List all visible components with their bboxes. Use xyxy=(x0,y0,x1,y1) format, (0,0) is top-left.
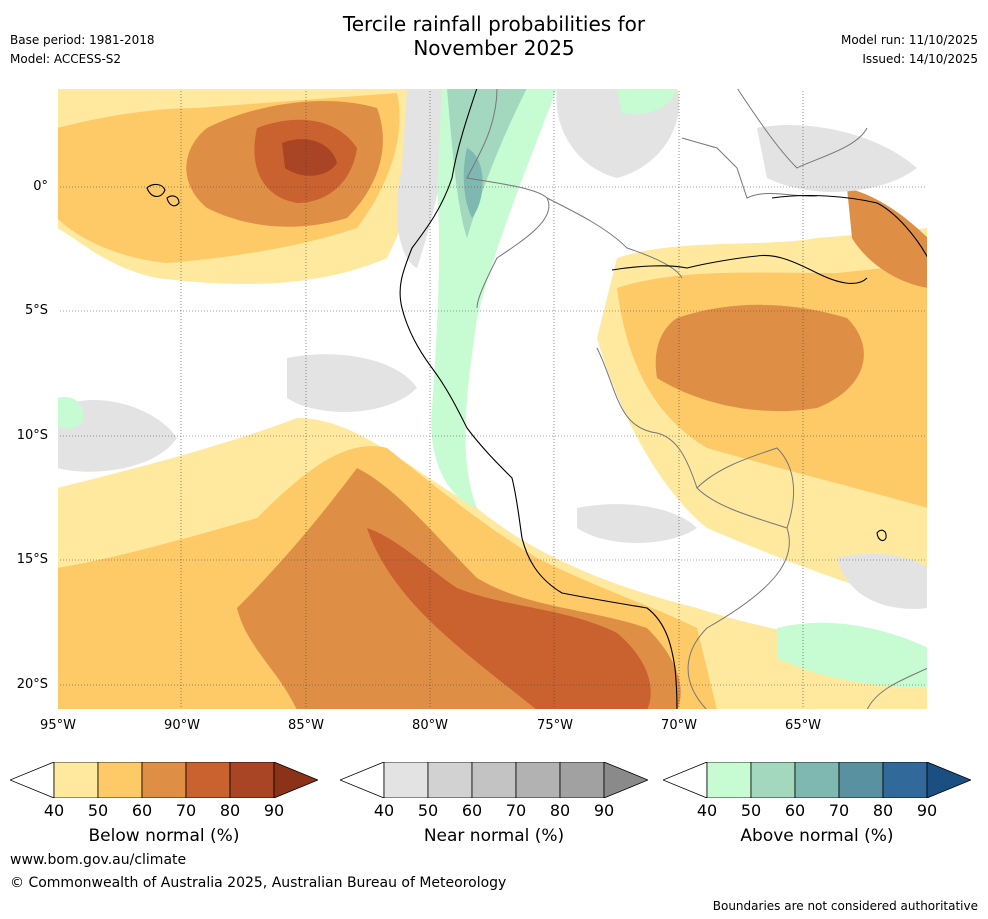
colorbar-segment xyxy=(750,762,796,798)
below-70-east xyxy=(655,304,864,412)
above-tick-50: 50 xyxy=(740,801,762,820)
near-tick-90: 90 xyxy=(593,801,615,820)
page-title: Tercile rainfall probabilities for Novem… xyxy=(0,12,988,60)
copyright-text: © Commonwealth of Australia 2025, Austra… xyxy=(10,875,507,891)
map-canvas xyxy=(57,88,928,710)
colorbar-high-extend xyxy=(603,762,648,798)
lat-label-0: 0° xyxy=(33,179,48,194)
lon-label-65w: 65°W xyxy=(785,718,821,733)
below-tick-40: 40 xyxy=(43,801,65,820)
title-line-1: Tercile rainfall probabilities for xyxy=(342,12,646,36)
graticule xyxy=(57,88,928,710)
colorbar-near-svg xyxy=(340,762,648,798)
colorbar-segment xyxy=(141,762,187,798)
colorbar-segment xyxy=(706,762,752,798)
disclaimer-text: Boundaries are not considered authoritat… xyxy=(712,899,978,913)
issued-text: Issued: 14/10/2025 xyxy=(862,52,978,66)
colorbar-segment xyxy=(53,762,99,798)
below-80-south xyxy=(367,528,651,710)
above-tick-80: 80 xyxy=(872,801,894,820)
colorbar-segment xyxy=(471,762,517,798)
above-tick-70: 70 xyxy=(828,801,850,820)
near-tick-50: 50 xyxy=(417,801,439,820)
lon-label-90w: 90°W xyxy=(164,718,200,733)
colorbar-segment xyxy=(559,762,605,798)
colorbar-above-svg xyxy=(663,762,971,798)
lat-label-15s: 15°S xyxy=(16,552,48,567)
title-line-2: November 2025 xyxy=(413,36,575,60)
colorbar-low-extend xyxy=(663,762,708,798)
above-50-ne xyxy=(617,88,677,115)
colorbar-segment xyxy=(794,762,840,798)
base-period-text: Base period: 1981-2018 xyxy=(10,33,155,47)
model-text: Model: ACCESS-S2 xyxy=(10,52,122,66)
lat-label-5s: 5°S xyxy=(24,303,48,318)
colorbar-below-label: Below normal (%) xyxy=(88,826,240,846)
near-tick-60: 60 xyxy=(461,801,483,820)
colorbar-segment xyxy=(882,762,928,798)
coastline xyxy=(146,88,928,710)
above-70-coastal xyxy=(463,148,483,218)
above-tick-90: 90 xyxy=(916,801,938,820)
colorbar-above xyxy=(663,762,971,798)
colorbar-low-extend xyxy=(340,762,385,798)
colorbar-segment xyxy=(515,762,561,798)
below-tick-90: 90 xyxy=(263,801,285,820)
lon-label-75w: 75°W xyxy=(537,718,573,733)
colorbar-high-extend xyxy=(926,762,971,798)
colorbar-near-label: Near normal (%) xyxy=(423,826,565,846)
near-tick-80: 80 xyxy=(549,801,571,820)
above-50-se xyxy=(777,622,928,688)
near-50-mid xyxy=(287,354,417,412)
lat-label-10s: 10°S xyxy=(16,428,48,443)
lat-label-20s: 20°S xyxy=(16,677,48,692)
above-tick-40: 40 xyxy=(696,801,718,820)
website-link[interactable]: www.bom.gov.au/climate xyxy=(10,852,187,868)
colorbar-segment xyxy=(229,762,275,798)
near-tick-40: 40 xyxy=(373,801,395,820)
colorbar-below xyxy=(10,762,318,798)
rainfall-map xyxy=(57,88,928,710)
below-tick-80: 80 xyxy=(219,801,241,820)
colorbar-segment xyxy=(97,762,143,798)
model-run-text: Model run: 11/10/2025 xyxy=(840,33,978,47)
below-tick-50: 50 xyxy=(87,801,109,820)
colorbar-above-label: Above normal (%) xyxy=(740,826,894,846)
lon-label-80w: 80°W xyxy=(412,718,448,733)
above-50-sw xyxy=(57,397,84,429)
colorbar-segment xyxy=(838,762,884,798)
colorbar-segment xyxy=(185,762,231,798)
above-tick-60: 60 xyxy=(784,801,806,820)
colorbar-high-extend xyxy=(273,762,318,798)
lon-label-95w: 95°W xyxy=(40,718,76,733)
country-boundaries xyxy=(466,88,928,710)
below-tick-60: 60 xyxy=(131,801,153,820)
colorbar-below-svg xyxy=(10,762,318,798)
below-90-north xyxy=(282,139,337,176)
near-50-se xyxy=(837,553,928,609)
colorbar-low-extend xyxy=(10,762,55,798)
colorbar-near xyxy=(340,762,648,798)
near-tick-70: 70 xyxy=(505,801,527,820)
lon-label-70w: 70°W xyxy=(661,718,697,733)
below-tick-70: 70 xyxy=(175,801,197,820)
near-50-south xyxy=(577,504,697,543)
below-70-ne xyxy=(847,188,928,288)
lon-label-85w: 85°W xyxy=(288,718,324,733)
colorbar-segment xyxy=(383,762,429,798)
near-50-east2 xyxy=(757,124,917,192)
colorbar-segment xyxy=(427,762,473,798)
